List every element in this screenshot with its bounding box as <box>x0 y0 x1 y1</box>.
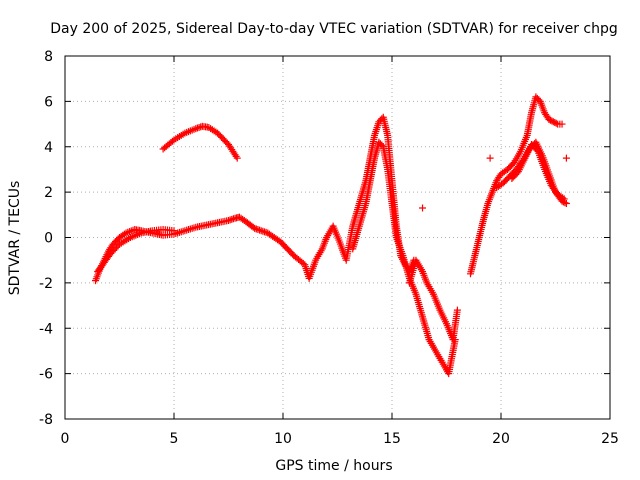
data-point <box>562 199 570 207</box>
series-arc-3 <box>159 122 241 162</box>
y-tick-label: -4 <box>39 321 53 337</box>
y-tick-label: 2 <box>44 185 53 201</box>
data-point <box>552 119 560 127</box>
series-arc-2 <box>94 226 178 276</box>
y-tick-label: -6 <box>39 367 53 383</box>
data-point <box>233 154 241 162</box>
data-point <box>558 120 566 128</box>
x-tick-label: 5 <box>170 431 179 447</box>
y-tick-label: -2 <box>39 276 53 292</box>
data-point <box>486 154 494 162</box>
chart-title: Day 200 of 2025, Sidereal Day-to-day VTE… <box>50 21 618 37</box>
series-arc-1 <box>92 213 298 285</box>
x-tick-label: 10 <box>274 431 292 447</box>
series-arc-6 <box>405 256 461 344</box>
y-axis-label: SDTVAR / TECUs <box>7 181 23 296</box>
data-point <box>249 223 257 231</box>
data-point <box>560 195 568 203</box>
x-tick-label: 0 <box>61 431 70 447</box>
data-point <box>378 141 386 149</box>
axis-ticks: 0 5 10 15 20 25 -8 -6 -4 -2 0 2 4 6 8 <box>39 49 619 447</box>
data-point <box>419 204 427 212</box>
series-isolated-points <box>419 154 570 212</box>
x-tick-label: 15 <box>383 431 401 447</box>
data-point <box>170 227 178 235</box>
x-tick-label: 25 <box>601 431 619 447</box>
series-arc-4 <box>290 113 418 282</box>
series-arc-5 <box>349 138 459 378</box>
series-arc-7 <box>466 93 566 278</box>
data-point <box>561 199 569 207</box>
y-tick-label: 0 <box>44 231 53 247</box>
y-tick-label: 8 <box>44 49 53 65</box>
data-point <box>453 306 461 314</box>
series-arc-9 <box>508 140 568 203</box>
x-tick-label: 20 <box>492 431 510 447</box>
y-tick-label: -8 <box>39 412 53 428</box>
data-point <box>232 152 240 160</box>
data-point <box>562 154 570 162</box>
y-tick-label: 4 <box>44 140 53 156</box>
data-point <box>559 194 567 202</box>
y-tick-label: 6 <box>44 94 53 110</box>
x-axis-label: GPS time / hours <box>275 458 392 474</box>
data-series <box>92 93 570 378</box>
